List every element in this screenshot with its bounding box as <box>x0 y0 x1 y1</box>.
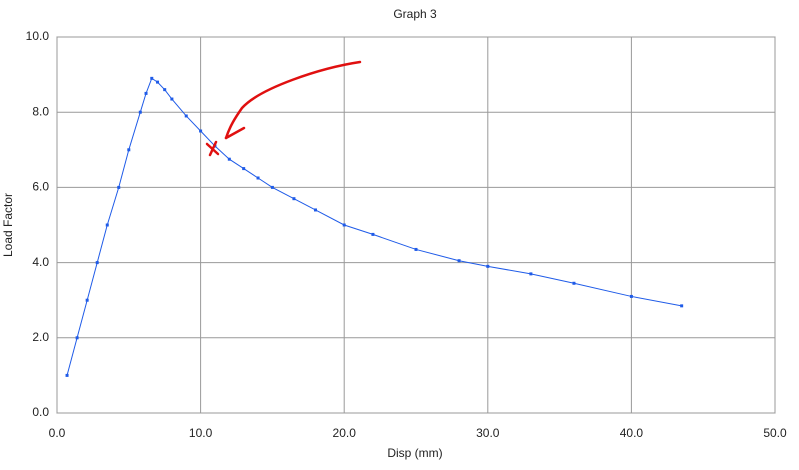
data-point <box>342 223 346 227</box>
data-point <box>163 88 167 92</box>
data-point <box>292 197 296 201</box>
data-point <box>144 91 148 95</box>
data-point <box>457 259 461 263</box>
y-tick-label: 0.0 <box>32 405 49 419</box>
data-point <box>184 114 188 118</box>
data-point <box>680 304 684 308</box>
annotation-arrowhead <box>224 126 246 140</box>
data-point <box>170 97 174 101</box>
data-point <box>199 129 203 133</box>
data-point <box>572 281 576 285</box>
data-point <box>150 76 154 80</box>
data-point <box>371 232 375 236</box>
data-point <box>117 185 121 189</box>
data-point <box>85 298 89 302</box>
x-tick-label: 30.0 <box>476 426 500 440</box>
data-line <box>66 77 682 376</box>
x-axis-label: Disp (mm) <box>387 446 442 460</box>
y-tick-label: 2.0 <box>32 330 49 344</box>
data-point <box>105 223 109 227</box>
x-tick-label: 40.0 <box>620 426 644 440</box>
data-point <box>127 148 131 152</box>
annotation-cross <box>205 140 220 157</box>
y-tick-label: 10.0 <box>26 29 50 43</box>
data-point <box>486 264 490 268</box>
plot-frame <box>56 36 776 414</box>
data-point <box>629 294 633 298</box>
data-point <box>65 373 69 377</box>
annotation <box>205 60 362 157</box>
data-point <box>270 185 274 189</box>
plot-layer: 0.0 2.0 4.0 6.0 8.0 10.0 0.0 10.0 20.0 30.0 40.0 50… <box>26 29 787 440</box>
annotation-arrow <box>224 60 362 140</box>
data-point <box>156 80 160 84</box>
y-tick-label: 8.0 <box>32 104 49 118</box>
data-point <box>313 208 317 212</box>
x-tick-label: 50.0 <box>763 426 787 440</box>
x-tick-label: 0.0 <box>49 426 66 440</box>
data-point <box>256 176 260 180</box>
y-tick-label: 6.0 <box>32 180 49 194</box>
chart-title: Graph 3 <box>393 7 437 21</box>
data-point <box>227 157 231 161</box>
data-point <box>138 110 142 114</box>
data-point <box>95 261 99 265</box>
y-axis-label: Load Factor <box>1 193 15 257</box>
data-point <box>242 167 246 171</box>
x-tick-label: 10.0 <box>189 426 213 440</box>
data-point <box>75 336 79 340</box>
y-tick-label: 4.0 <box>32 255 49 269</box>
data-point <box>414 247 418 251</box>
x-tick-label: 20.0 <box>333 426 357 440</box>
data-point <box>529 272 533 276</box>
